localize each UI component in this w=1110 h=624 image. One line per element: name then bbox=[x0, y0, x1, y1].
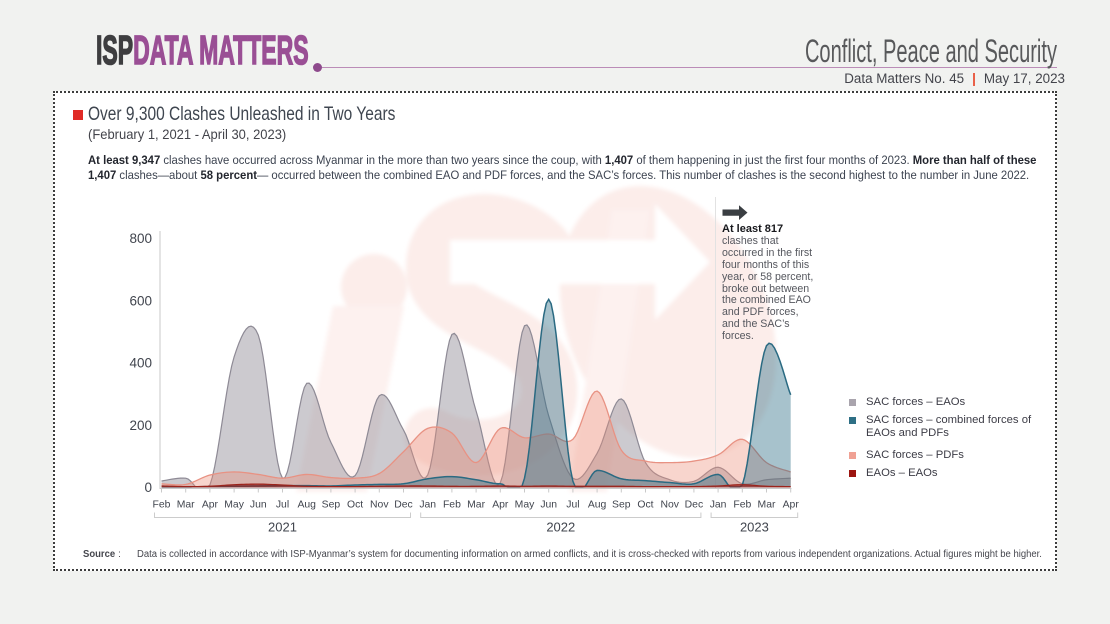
svg-text:Feb: Feb bbox=[153, 500, 171, 511]
svg-text:Aug: Aug bbox=[297, 500, 316, 511]
svg-text:2023: 2023 bbox=[740, 520, 769, 535]
svg-text:800: 800 bbox=[129, 231, 152, 246]
svg-text:2022: 2022 bbox=[546, 520, 575, 535]
svg-text:200: 200 bbox=[129, 418, 152, 433]
svg-text:Feb: Feb bbox=[733, 500, 751, 511]
svg-text:600: 600 bbox=[129, 293, 152, 308]
svg-text:Nov: Nov bbox=[660, 500, 679, 511]
svg-text:Dec: Dec bbox=[685, 500, 703, 511]
svg-text:Sep: Sep bbox=[612, 500, 631, 511]
svg-text:Jul: Jul bbox=[566, 500, 579, 511]
svg-text:Dec: Dec bbox=[394, 500, 412, 511]
svg-text:Nov: Nov bbox=[370, 500, 389, 511]
svg-text:Mar: Mar bbox=[467, 500, 485, 511]
svg-text:Apr: Apr bbox=[492, 500, 509, 511]
svg-text:Oct: Oct bbox=[347, 500, 363, 511]
svg-text:Sep: Sep bbox=[322, 500, 341, 511]
svg-text:May: May bbox=[515, 500, 535, 511]
svg-text:Jun: Jun bbox=[540, 500, 557, 511]
svg-text:Jan: Jan bbox=[419, 500, 436, 511]
svg-text:Mar: Mar bbox=[177, 500, 195, 511]
svg-text:Apr: Apr bbox=[202, 500, 219, 511]
svg-text:2021: 2021 bbox=[268, 520, 297, 535]
svg-text:Mar: Mar bbox=[758, 500, 776, 511]
svg-text:Jan: Jan bbox=[710, 500, 727, 511]
svg-text:May: May bbox=[224, 500, 244, 511]
svg-text:Oct: Oct bbox=[637, 500, 653, 511]
svg-text:Jun: Jun bbox=[250, 500, 267, 511]
svg-text:Feb: Feb bbox=[443, 500, 461, 511]
svg-text:0: 0 bbox=[144, 480, 152, 495]
svg-text:Jul: Jul bbox=[276, 500, 289, 511]
svg-text:Aug: Aug bbox=[588, 500, 607, 511]
svg-text:400: 400 bbox=[129, 356, 152, 371]
svg-text:Apr: Apr bbox=[783, 500, 800, 511]
